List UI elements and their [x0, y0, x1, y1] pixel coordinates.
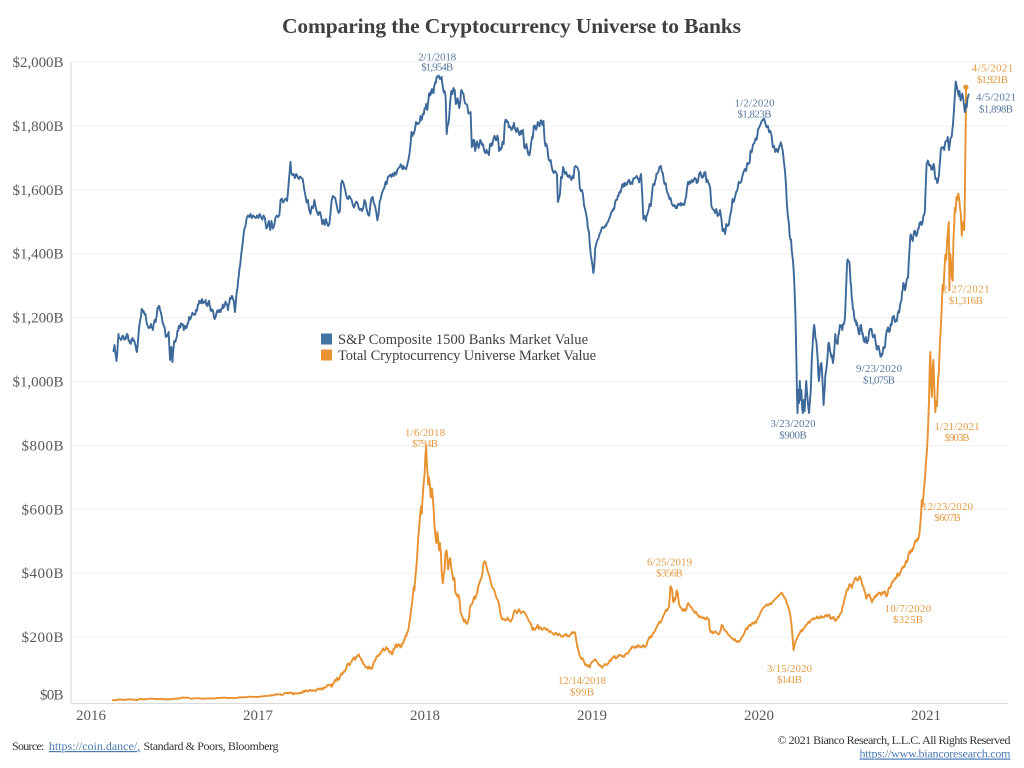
svg-text:10/7/2020: 10/7/2020	[885, 603, 932, 615]
svg-text:Standard & Poors, Bloomberg: Standard & Poors, Bloomberg	[144, 739, 279, 753]
svg-text:$356B: $356B	[656, 568, 683, 580]
svg-text:4/5/2021: 4/5/2021	[976, 91, 1016, 103]
svg-text:3/15/2020: 3/15/2020	[767, 663, 812, 675]
svg-text:$2,000B: $2,000B	[13, 55, 64, 71]
svg-text:1/2/2020: 1/2/2020	[735, 98, 775, 110]
svg-text:$1,898B: $1,898B	[979, 104, 1013, 116]
svg-text:$607B: $607B	[934, 512, 961, 524]
svg-text:2016: 2016	[76, 708, 107, 724]
svg-text:$400B: $400B	[22, 566, 64, 582]
svg-text:2021: 2021	[911, 708, 941, 724]
svg-text:12/14/2018: 12/14/2018	[558, 675, 606, 687]
svg-text:$141B: $141B	[777, 674, 802, 686]
svg-text:9/23/2020: 9/23/2020	[856, 363, 902, 375]
svg-text:Source:: Source:	[12, 739, 44, 753]
svg-text:Total Cryptocurrency Universe: Total Cryptocurrency Universe Market Val…	[338, 348, 596, 364]
svg-text:S&P Composite 1500 Banks Marke: S&P Composite 1500 Banks Market Value	[338, 332, 588, 348]
svg-text:12/23/2020: 12/23/2020	[922, 501, 973, 513]
svg-text:2/1/2018: 2/1/2018	[418, 51, 456, 63]
svg-text:$900B: $900B	[779, 430, 807, 442]
svg-text:1/21/2021: 1/21/2021	[935, 421, 980, 433]
svg-text:$794B: $794B	[412, 438, 438, 450]
svg-text:$99B: $99B	[570, 687, 594, 699]
svg-text:https://www.biancoresearch.com: https://www.biancoresearch.com	[860, 747, 1012, 761]
svg-text:2020: 2020	[744, 708, 774, 724]
svg-text:1/6/2018: 1/6/2018	[405, 427, 445, 439]
svg-text:$0B: $0B	[40, 688, 64, 704]
svg-text:$800B: $800B	[22, 438, 64, 454]
svg-text:3/23/2020: 3/23/2020	[771, 418, 816, 430]
svg-text:https://coin.dance/,: https://coin.dance/,	[49, 739, 140, 753]
svg-text:2017: 2017	[243, 708, 274, 724]
svg-text:$200B: $200B	[22, 630, 64, 646]
svg-text:$1,921B: $1,921B	[977, 74, 1008, 86]
svg-text:$600B: $600B	[22, 502, 64, 518]
svg-text:$325B: $325B	[893, 614, 923, 626]
svg-text:$1,200B: $1,200B	[13, 311, 64, 327]
svg-text:4/5/2021: 4/5/2021	[972, 63, 1014, 75]
svg-text:2019: 2019	[577, 708, 607, 724]
svg-text:© 2021 Bianco Research, L.L.C.: © 2021 Bianco Research, L.L.C. All Right…	[778, 733, 1011, 747]
svg-text:$1,600B: $1,600B	[13, 183, 64, 199]
svg-text:$1,400B: $1,400B	[13, 247, 64, 263]
svg-text:2/27/2021: 2/27/2021	[942, 284, 990, 296]
svg-text:$1,316B: $1,316B	[949, 295, 983, 307]
svg-text:$1,823B: $1,823B	[738, 109, 772, 121]
svg-text:$1,000B: $1,000B	[13, 375, 64, 391]
svg-text:$1,954B: $1,954B	[421, 62, 453, 74]
svg-text:$1,075B: $1,075B	[863, 375, 895, 387]
svg-text:$1,800B: $1,800B	[13, 119, 64, 135]
svg-text:6/25/2019: 6/25/2019	[647, 557, 692, 569]
svg-text:$903B: $903B	[945, 432, 970, 444]
svg-text:2018: 2018	[410, 708, 440, 724]
svg-text:Comparing the Cryptocurrency U: Comparing the Cryptocurrency Universe to…	[282, 14, 741, 38]
